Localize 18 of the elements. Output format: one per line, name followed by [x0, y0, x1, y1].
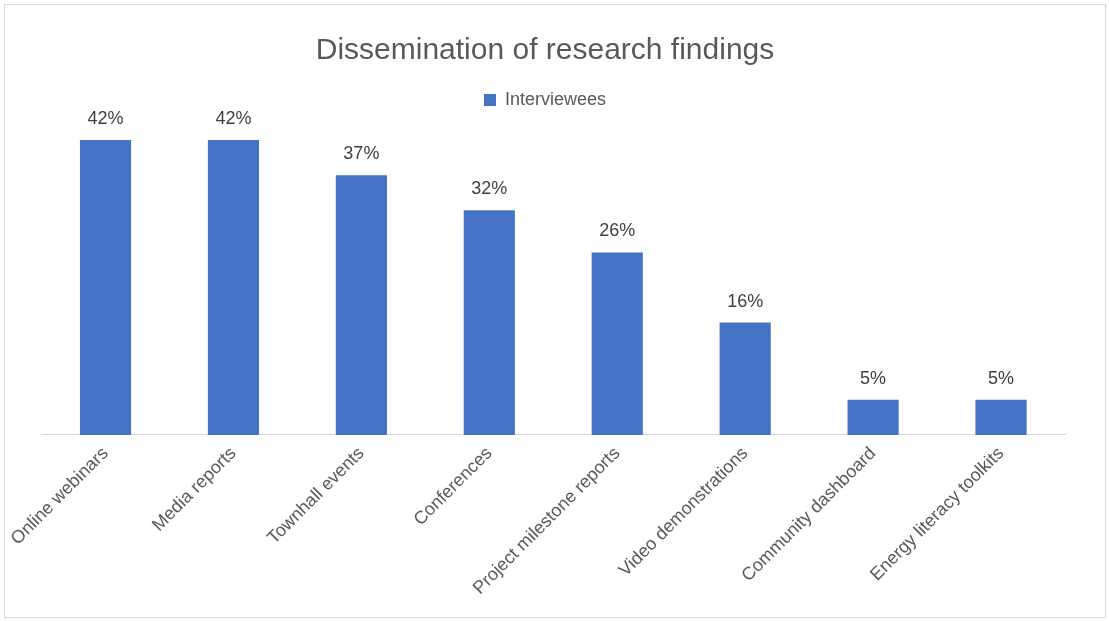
data-label: 16%	[727, 290, 764, 311]
chart-title: Dissemination of research findings	[315, 32, 775, 66]
bar	[719, 322, 771, 435]
bar	[79, 140, 132, 435]
data-label: 32%	[471, 178, 508, 199]
data-label: 37%	[343, 143, 380, 164]
bar	[847, 399, 899, 435]
bar	[591, 252, 643, 435]
data-label: 42%	[215, 108, 252, 129]
data-label: 5%	[988, 367, 1015, 388]
data-label: 26%	[599, 220, 636, 241]
bar	[975, 399, 1027, 435]
bar	[463, 210, 515, 435]
bar	[207, 140, 260, 435]
legend-label: Interviewees	[504, 88, 607, 109]
data-label: 42%	[87, 108, 124, 129]
data-label: 5%	[860, 367, 887, 388]
bar	[335, 175, 387, 435]
